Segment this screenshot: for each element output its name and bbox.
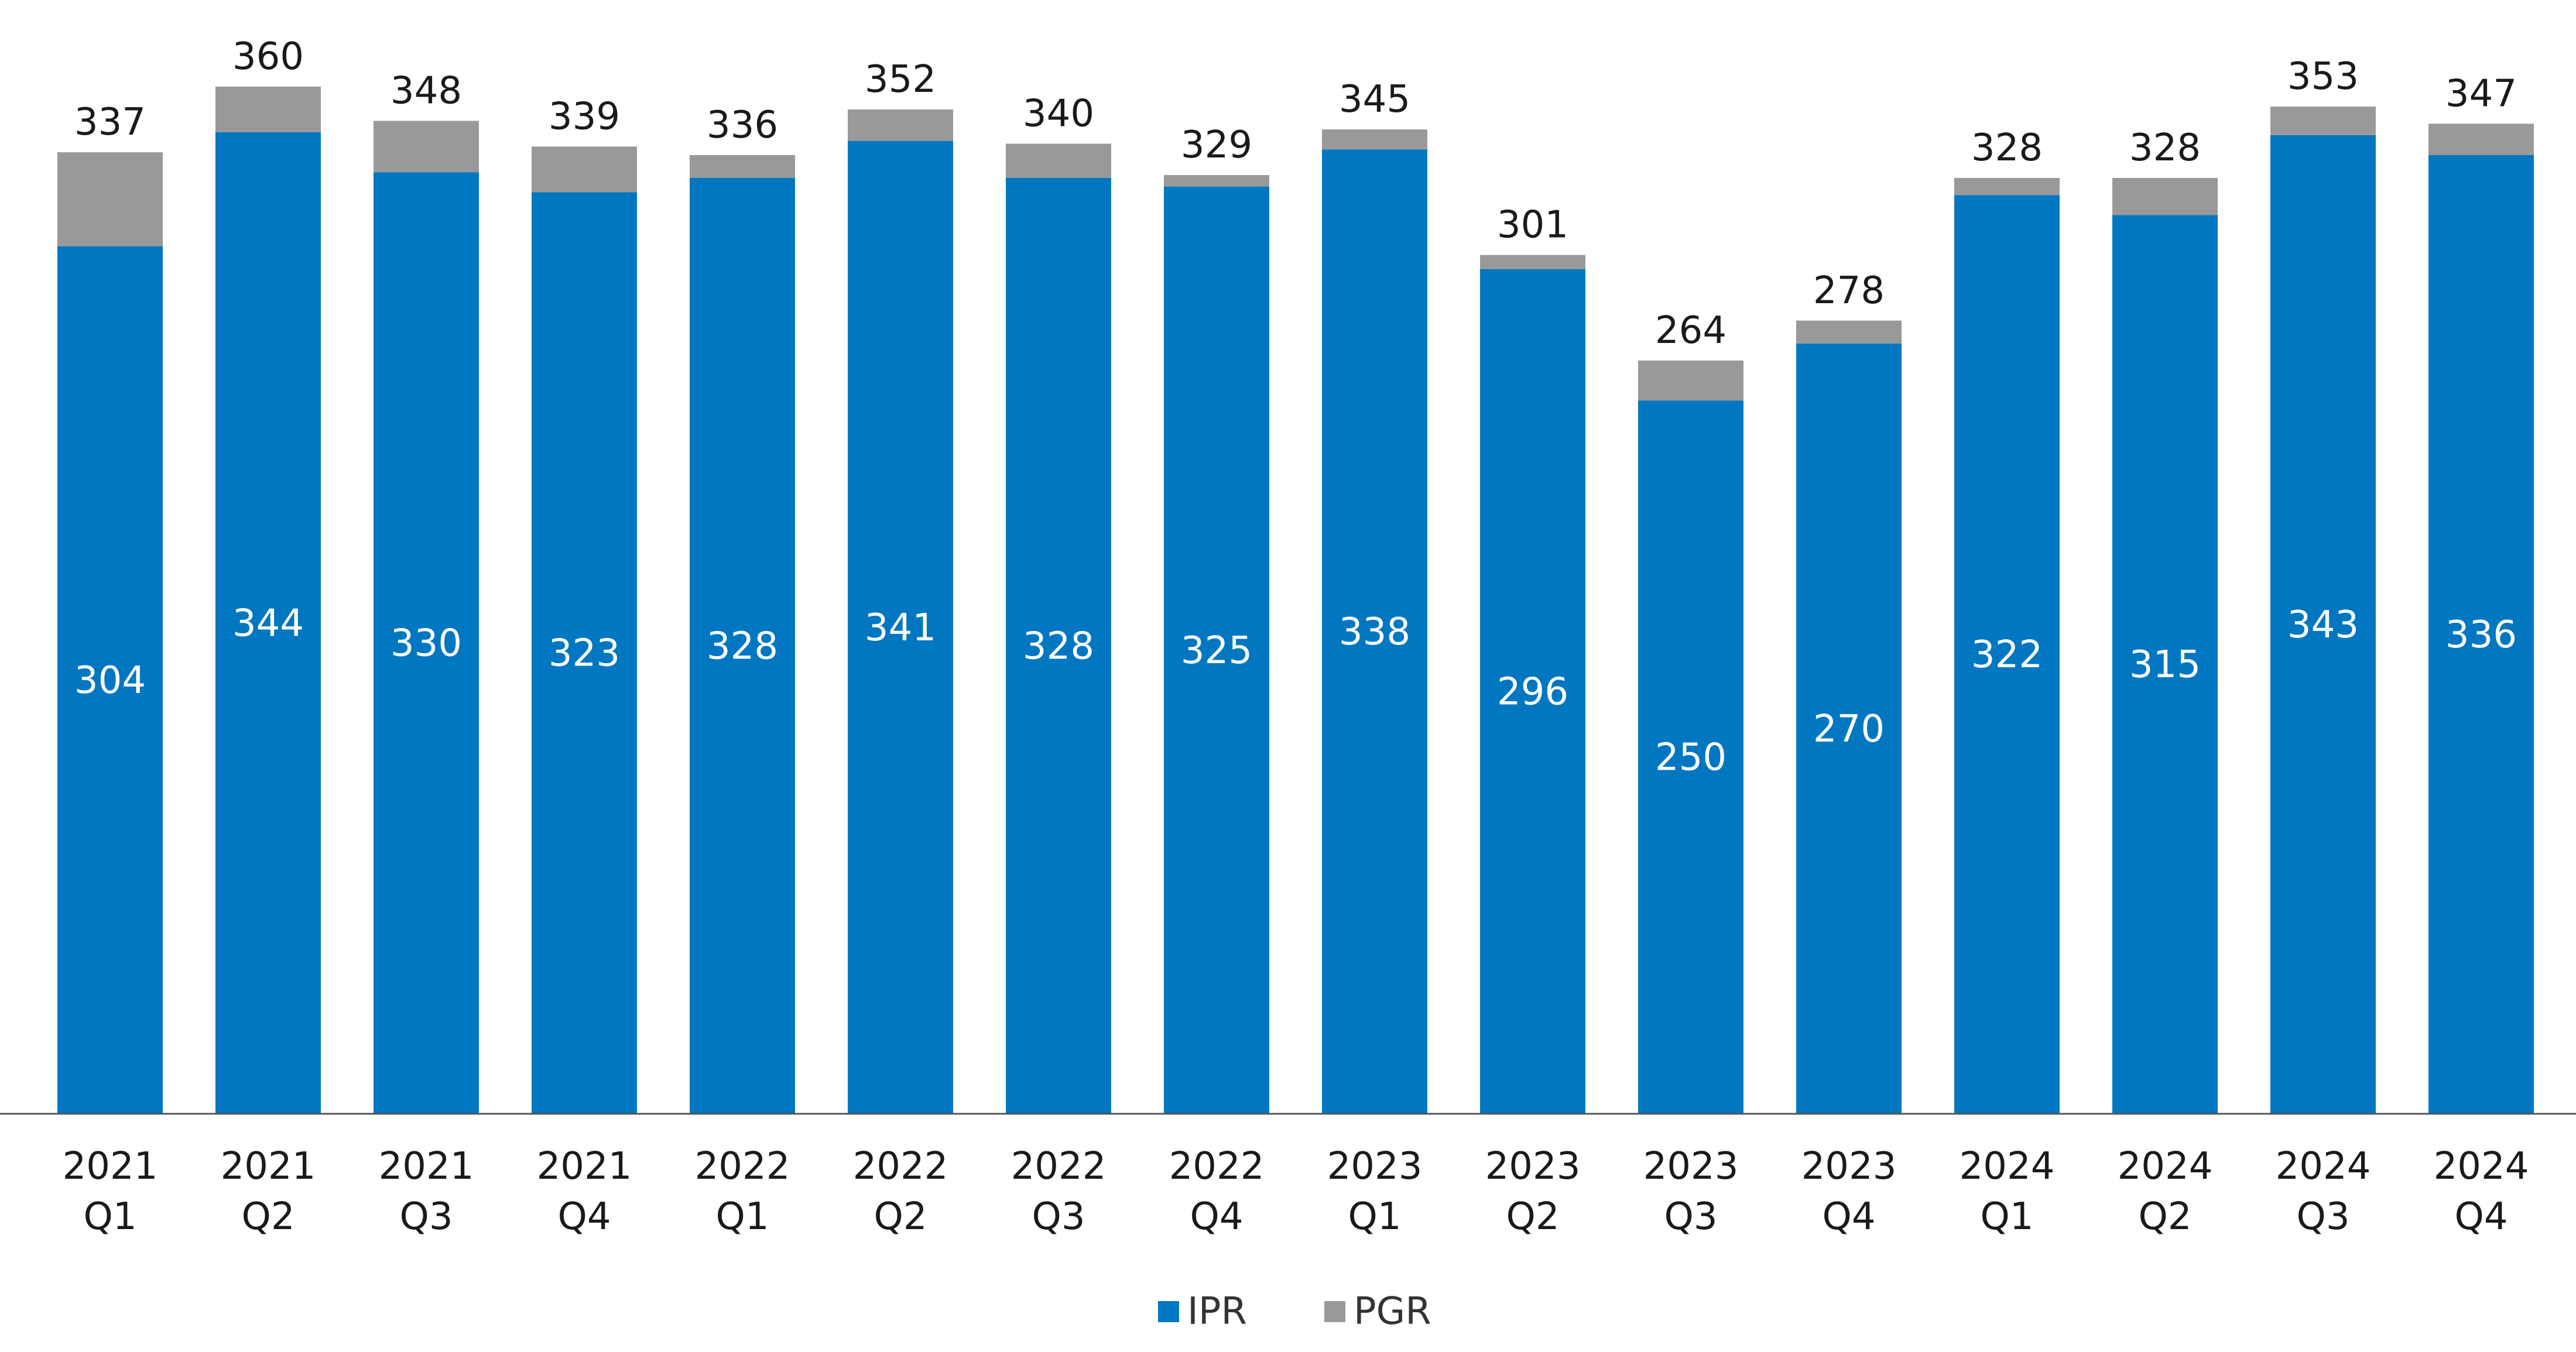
bar-pgr-2024-q2 [2112, 178, 2218, 215]
x-tick-label-year: 2021 [537, 1145, 632, 1188]
x-tick-label-year: 2023 [1643, 1145, 1739, 1188]
data-label-total: 301 [1497, 204, 1568, 247]
bar-pgr-2021-q3 [374, 121, 479, 173]
data-label-ipr: 341 [865, 606, 936, 650]
data-label-total: 352 [865, 58, 936, 101]
x-tick-label-quarter: Q3 [1032, 1195, 1085, 1238]
x-tick-label-quarter: Q1 [715, 1195, 769, 1238]
x-tick-label-quarter: Q1 [1980, 1195, 2033, 1238]
data-label-total: 336 [707, 104, 778, 147]
data-label-ipr: 250 [1655, 736, 1727, 780]
data-label-ipr: 328 [707, 625, 778, 668]
x-tick-label-quarter: Q2 [2138, 1195, 2191, 1238]
x-tick-label-year: 2024 [2118, 1145, 2213, 1188]
x-axis-ticks: 2021 Q1 2021 Q2 2021 Q3 2021 Q4 2022 Q1 2022 Q2 2022… [63, 1145, 2529, 1238]
legend: IPR PGR [1158, 1290, 1431, 1333]
x-tick-label-year: 2022 [1169, 1145, 1265, 1188]
data-label-total: 337 [74, 101, 146, 144]
legend-swatch-ipr [1158, 1301, 1179, 1322]
data-label-ipr: 344 [232, 602, 304, 646]
bar-pgr-2021-q2 [215, 87, 321, 132]
x-tick-label-year: 2023 [1327, 1145, 1423, 1188]
data-label-total: 348 [390, 70, 462, 113]
data-label-total: 360 [232, 35, 304, 78]
data-label-total: 329 [1181, 123, 1252, 167]
legend-label: PGR [1354, 1290, 1431, 1333]
x-tick-label-year: 2021 [63, 1145, 158, 1188]
bar-pgr-2024-q1 [1954, 178, 2060, 195]
x-tick-label-year: 2024 [1960, 1145, 2055, 1188]
data-label-total: 347 [2445, 72, 2517, 115]
data-label-ipr: 330 [390, 622, 462, 665]
x-tick-label-quarter: Q4 [2454, 1195, 2508, 1238]
data-label-ipr: 336 [2445, 613, 2517, 657]
bar-pgr-2024-q3 [2270, 107, 2376, 135]
bar-pgr-2023-q3 [1638, 361, 1743, 400]
data-label-total: 353 [2287, 55, 2359, 98]
x-tick-label-quarter: Q1 [1348, 1195, 1401, 1238]
data-label-total: 328 [1971, 126, 2043, 170]
data-label-total: 339 [549, 95, 620, 138]
x-tick-label-year: 2022 [853, 1145, 948, 1188]
bar-pgr-2024-q4 [2428, 123, 2534, 155]
data-label-ipr: 304 [74, 659, 146, 702]
x-tick-label-year: 2021 [379, 1145, 474, 1188]
data-label-ipr: 325 [1181, 629, 1252, 672]
data-label-total: 345 [1339, 78, 1410, 121]
x-tick-label-year: 2023 [1485, 1145, 1581, 1188]
x-tick-label-year: 2024 [2434, 1145, 2529, 1188]
bar-pgr-2023-q2 [1480, 255, 1585, 269]
x-tick-label-quarter: Q4 [1822, 1195, 1875, 1238]
bar-pgr-2021-q4 [532, 146, 637, 192]
data-label-ipr: 315 [2129, 643, 2201, 687]
legend-label: IPR [1187, 1290, 1247, 1333]
bar-pgr-2022-q4 [1164, 175, 1269, 187]
x-tick-label-year: 2022 [1011, 1145, 1107, 1188]
x-tick-label-quarter: Q3 [399, 1195, 453, 1238]
data-label-ipr: 328 [1023, 625, 1094, 668]
data-label-total: 340 [1023, 92, 1094, 136]
bar-pgr-2023-q4 [1796, 321, 1902, 344]
x-tick-label-quarter: Q3 [1664, 1195, 1717, 1238]
data-label-total: 264 [1655, 309, 1727, 352]
data-label-ipr: 343 [2287, 603, 2359, 647]
bar-pgr-2021-q1 [57, 152, 163, 246]
x-tick-label-quarter: Q4 [1190, 1195, 1243, 1238]
data-label-total: 328 [2129, 126, 2201, 170]
x-tick-label-year: 2023 [1801, 1145, 1897, 1188]
legend-swatch-pgr [1324, 1301, 1345, 1322]
data-label-ipr: 270 [1813, 708, 1885, 751]
data-label-total: 278 [1813, 269, 1885, 313]
x-tick-label-quarter: Q1 [83, 1195, 136, 1238]
bar-pgr-2022-q3 [1006, 144, 1111, 179]
bars-layer [57, 87, 2534, 1114]
data-label-ipr: 296 [1497, 671, 1568, 714]
x-tick-label-year: 2021 [221, 1145, 316, 1188]
bar-pgr-2023-q1 [1322, 129, 1427, 149]
bar-pgr-2022-q1 [690, 155, 795, 178]
data-label-ipr: 322 [1971, 633, 2043, 677]
x-tick-label-quarter: Q2 [1506, 1195, 1559, 1238]
x-tick-label-quarter: Q2 [241, 1195, 294, 1238]
x-tick-label-year: 2024 [2276, 1145, 2371, 1188]
data-label-ipr: 338 [1339, 610, 1410, 654]
bar-pgr-2022-q2 [848, 109, 953, 141]
x-tick-label-quarter: Q4 [557, 1195, 611, 1238]
x-tick-label-year: 2022 [695, 1145, 790, 1188]
data-label-ipr: 323 [549, 632, 620, 675]
x-tick-label-quarter: Q3 [2296, 1195, 2349, 1238]
x-tick-label-quarter: Q2 [873, 1195, 927, 1238]
